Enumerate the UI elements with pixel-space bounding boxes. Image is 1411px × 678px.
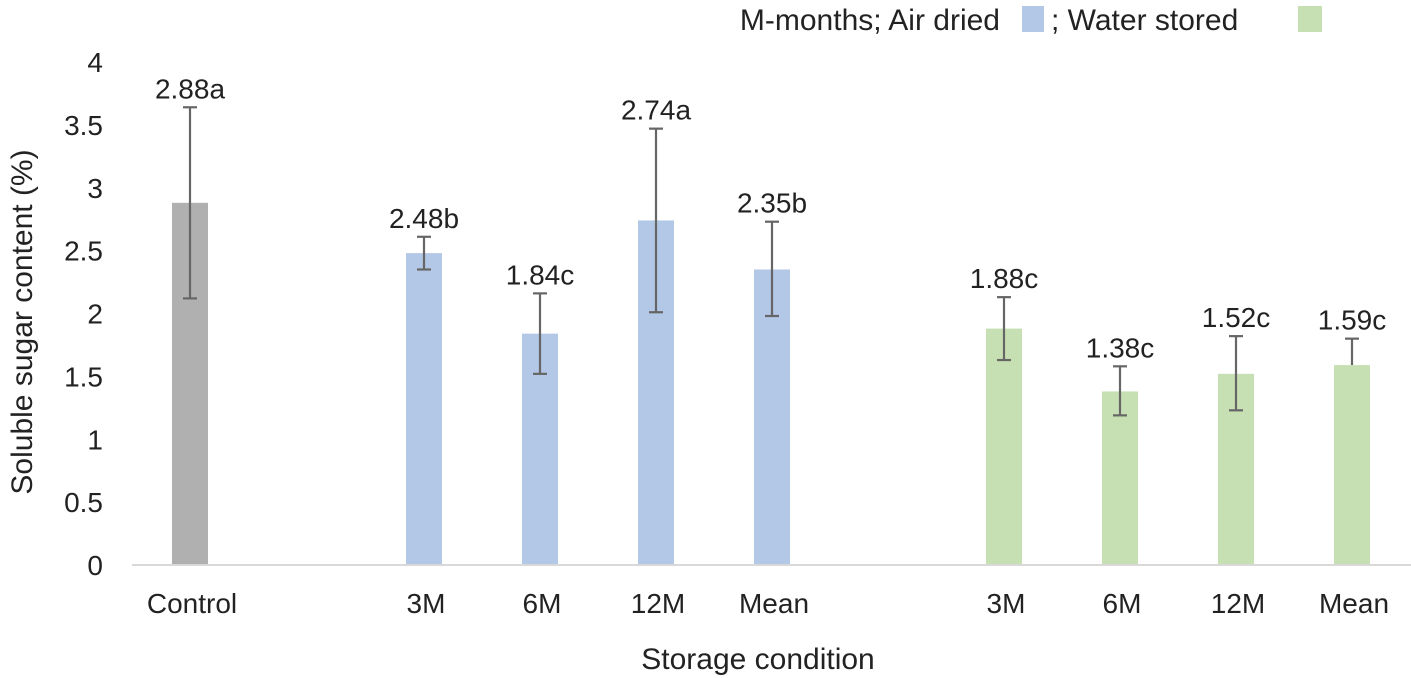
legend-separator: ; Water stored [1051,4,1238,37]
data-label: 1.38c [1086,332,1155,363]
legend-prefix: M-months; Air dried [740,4,1000,37]
data-label: 2.35b [737,188,807,219]
bar [754,269,790,565]
y-tick-label: 2.5 [64,236,103,267]
y-axis-ticks: 0 0.5 1 1.5 2 2.5 3 3.5 4 [64,47,103,581]
data-label: 2.88a [155,73,225,104]
x-tick-label: 3M [987,588,1026,619]
y-tick-label: 1 [87,424,103,455]
legend-swatch-air-dried [1022,6,1044,32]
x-axis-title: Storage condition [641,643,875,676]
x-tick-label: 6M [1103,588,1142,619]
data-label: 1.84c [506,259,575,290]
y-tick-label: 0 [87,550,103,581]
x-tick-label: Control [147,588,237,619]
legend: M-months; Air dried ; Water stored [740,4,1322,37]
y-axis-title: Soluble sugar content (%) [6,149,39,494]
x-tick-label: 3M [407,588,446,619]
y-tick-label: 4 [87,47,103,78]
x-tick-label: Mean [739,588,809,619]
data-labels: 2.88a 2.48b 1.84c 2.74a 2.35b 1.88c 1.38c 1.52c… [155,73,1386,363]
y-tick-label: 3.5 [64,110,103,141]
x-tick-label: 12M [1211,588,1265,619]
error-bars [183,106,1359,417]
x-tick-label: 6M [523,588,562,619]
bar [406,253,442,565]
bar [1102,391,1138,565]
data-label: 1.88c [970,263,1039,294]
y-tick-label: 2 [87,299,103,330]
data-label: 1.52c [1202,302,1271,333]
y-tick-label: 0.5 [64,487,103,518]
x-tick-label: Mean [1319,588,1389,619]
data-label: 1.59c [1318,305,1387,336]
bar [986,328,1022,565]
data-label: 2.74a [621,95,691,126]
bar [1334,365,1370,565]
legend-swatch-water-stored [1298,6,1322,32]
y-tick-label: 3 [87,173,103,204]
x-axis-tick-labels: Control 3M 6M 12M Mean 3M 6M 12M Mean [147,588,1389,619]
data-label: 2.48b [389,203,459,234]
x-tick-label: 12M [631,588,685,619]
y-tick-label: 1.5 [64,361,103,392]
